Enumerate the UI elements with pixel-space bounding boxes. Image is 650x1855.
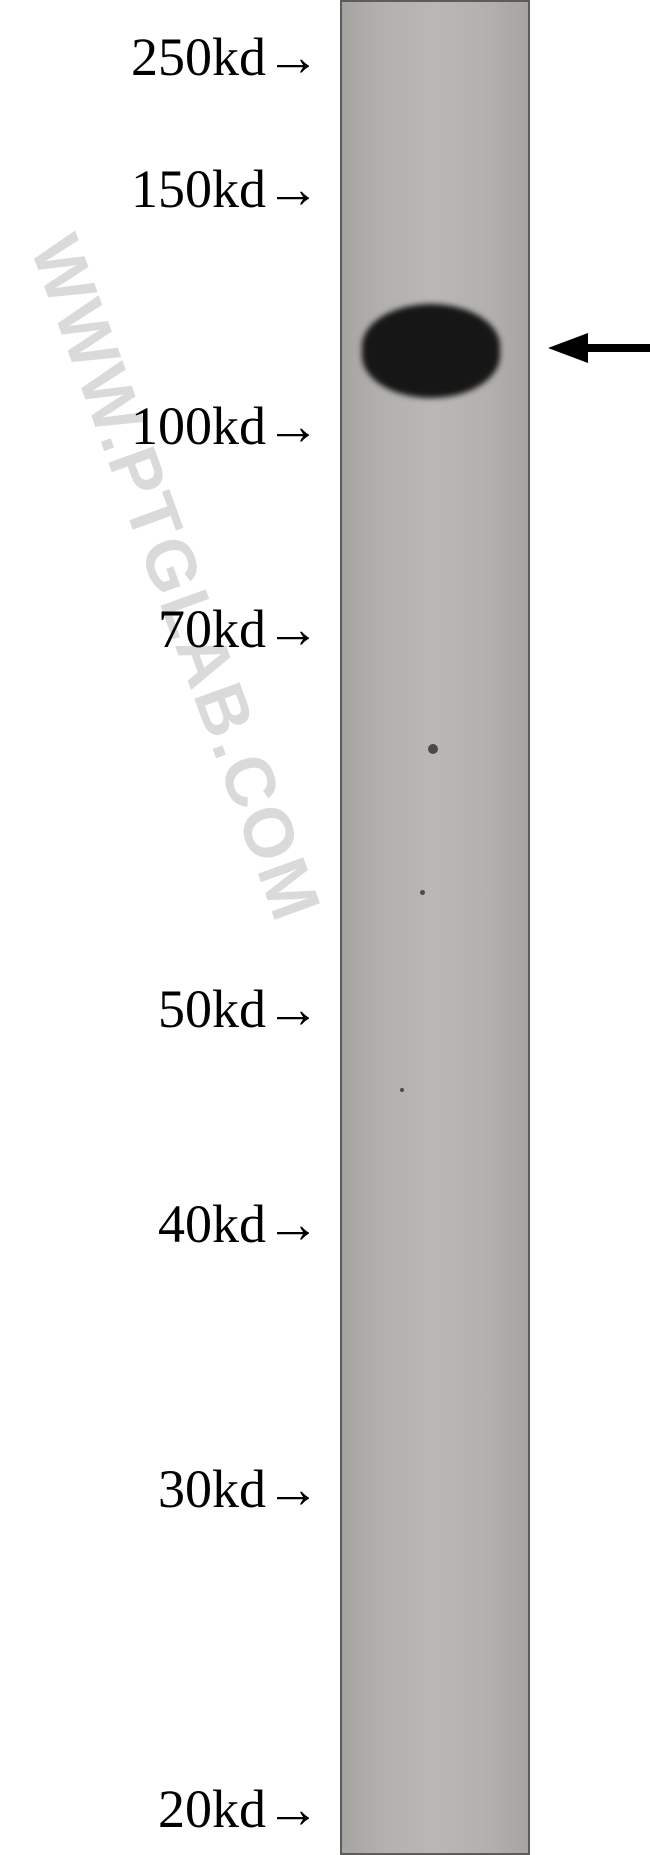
marker-text: 50kd <box>158 979 266 1039</box>
speck-2 <box>420 890 425 895</box>
arrow-right-icon: → <box>266 158 320 220</box>
arrow-right-icon: → <box>266 1778 320 1840</box>
marker-text: 100kd <box>131 396 266 456</box>
marker-150kd: 150kd→ <box>131 158 320 220</box>
marker-30kd: 30kd→ <box>158 1458 320 1520</box>
marker-text: 70kd <box>158 599 266 659</box>
protein-band <box>362 304 500 398</box>
arrow-right-icon: → <box>266 598 320 660</box>
watermark-text: WWW.PTGLAB.COM <box>15 225 338 932</box>
target-arrow-icon <box>548 328 650 368</box>
speck-3 <box>400 1088 404 1092</box>
marker-100kd: 100kd→ <box>131 395 320 457</box>
marker-50kd: 50kd→ <box>158 978 320 1040</box>
blot-container: WWW.PTGLAB.COM 250kd→ 150kd→ 100kd→ 70kd… <box>0 0 650 1855</box>
marker-40kd: 40kd→ <box>158 1193 320 1255</box>
marker-text: 250kd <box>131 27 266 87</box>
marker-text: 30kd <box>158 1459 266 1519</box>
speck-1 <box>428 744 438 754</box>
marker-text: 20kd <box>158 1779 266 1839</box>
arrow-right-icon: → <box>266 1458 320 1520</box>
arrow-right-icon: → <box>266 1193 320 1255</box>
marker-text: 150kd <box>131 159 266 219</box>
arrow-right-icon: → <box>266 26 320 88</box>
arrow-right-icon: → <box>266 978 320 1040</box>
arrow-right-icon: → <box>266 395 320 457</box>
marker-70kd: 70kd→ <box>158 598 320 660</box>
marker-20kd: 20kd→ <box>158 1778 320 1840</box>
blot-lane <box>340 0 530 1855</box>
marker-250kd: 250kd→ <box>131 26 320 88</box>
marker-text: 40kd <box>158 1194 266 1254</box>
